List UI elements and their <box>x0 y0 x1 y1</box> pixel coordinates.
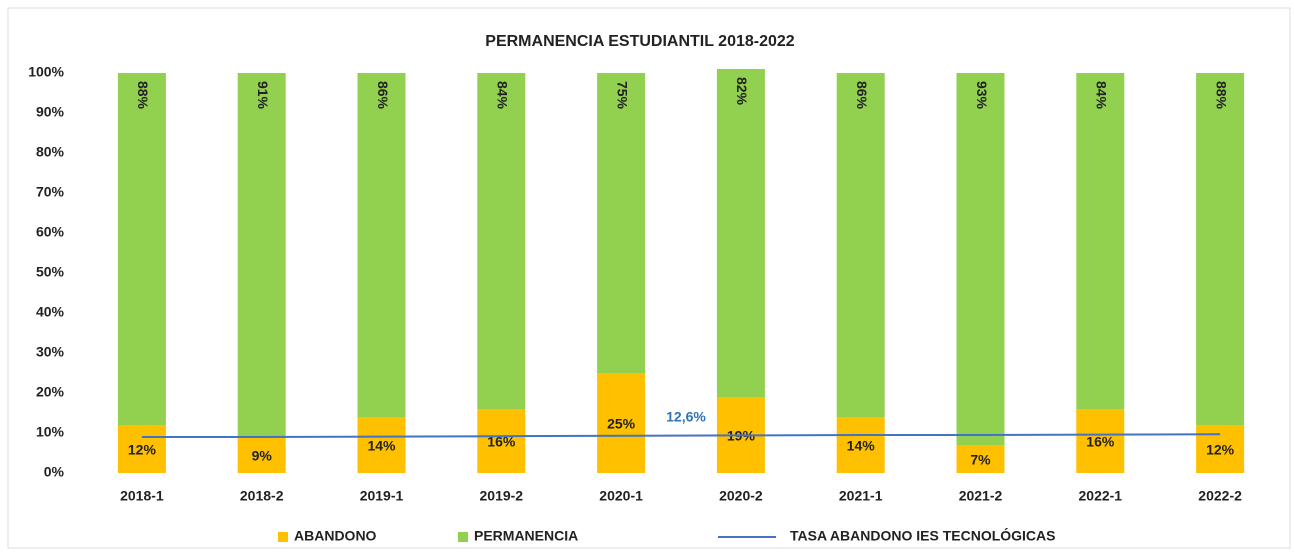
y-tick-label: 40% <box>36 304 65 320</box>
data-label: 88% <box>135 81 151 110</box>
bar-segment <box>1076 409 1125 473</box>
data-label: 86% <box>854 81 870 110</box>
data-label: 75% <box>614 81 630 110</box>
x-tick-label: 2020-1 <box>599 488 643 504</box>
bar-segment <box>477 409 526 473</box>
bar-segment <box>357 73 406 417</box>
bar-segment <box>237 437 286 473</box>
legend-swatch <box>278 532 288 542</box>
x-tick-label: 2022-1 <box>1079 488 1123 504</box>
bar-segment <box>597 73 646 373</box>
chart-title: PERMANENCIA ESTUDIANTIL 2018-2022 <box>485 33 795 50</box>
data-label: 12% <box>128 442 157 458</box>
bar-segment <box>836 417 885 473</box>
x-tick-label: 2020-2 <box>719 488 763 504</box>
data-label: 88% <box>1213 81 1229 110</box>
bar-segment <box>956 445 1005 473</box>
annotation: 12,6% <box>666 409 706 425</box>
bar-segment <box>357 417 406 473</box>
y-tick-label: 100% <box>28 64 64 80</box>
data-label: 9% <box>252 448 273 464</box>
x-tick-label: 2021-1 <box>839 488 883 504</box>
bar-segment <box>117 73 166 425</box>
data-label: 25% <box>607 416 636 432</box>
data-label: 82% <box>734 77 750 106</box>
data-label: 16% <box>1086 434 1115 450</box>
y-tick-label: 80% <box>36 144 65 160</box>
bar-segment <box>117 425 166 473</box>
y-tick-label: 10% <box>36 424 65 440</box>
bar-segment <box>836 73 885 417</box>
data-label: 14% <box>847 438 876 454</box>
legend-label: TASA ABANDONO IES TECNOLÓGICAS <box>790 527 1056 544</box>
y-tick-label: 20% <box>36 384 65 400</box>
bar-segment <box>237 73 286 437</box>
bar-segment <box>956 73 1005 445</box>
x-tick-label: 2021-2 <box>959 488 1003 504</box>
bar-segment <box>1196 425 1245 473</box>
bar-segment <box>597 373 646 473</box>
legend-label: ABANDONO <box>294 528 377 544</box>
data-label: 93% <box>974 81 990 110</box>
y-tick-label: 50% <box>36 264 65 280</box>
x-tick-label: 2022-2 <box>1198 488 1242 504</box>
y-tick-label: 60% <box>36 224 65 240</box>
data-label: 7% <box>970 452 991 468</box>
data-label: 16% <box>487 434 516 450</box>
line-series <box>141 433 1221 438</box>
legend-label: PERMANENCIA <box>474 528 578 544</box>
x-tick-label: 2019-2 <box>480 488 524 504</box>
x-tick-label: 2019-1 <box>360 488 404 504</box>
x-tick-label: 2018-2 <box>240 488 284 504</box>
bar-segment <box>716 69 765 397</box>
data-label: 84% <box>495 81 511 110</box>
data-label: 86% <box>375 81 391 110</box>
bar-segment <box>477 73 526 409</box>
data-label: 91% <box>255 81 271 110</box>
y-tick-label: 70% <box>36 184 65 200</box>
data-label: 14% <box>367 438 396 454</box>
y-tick-label: 0% <box>44 464 65 480</box>
bar-segment <box>1196 73 1245 425</box>
x-tick-label: 2018-1 <box>120 488 164 504</box>
y-tick-label: 90% <box>36 104 65 120</box>
bar-segment <box>1076 73 1125 409</box>
data-label: 12% <box>1206 442 1235 458</box>
data-label: 84% <box>1094 81 1110 110</box>
y-tick-label: 30% <box>36 344 65 360</box>
legend-swatch <box>458 532 468 542</box>
